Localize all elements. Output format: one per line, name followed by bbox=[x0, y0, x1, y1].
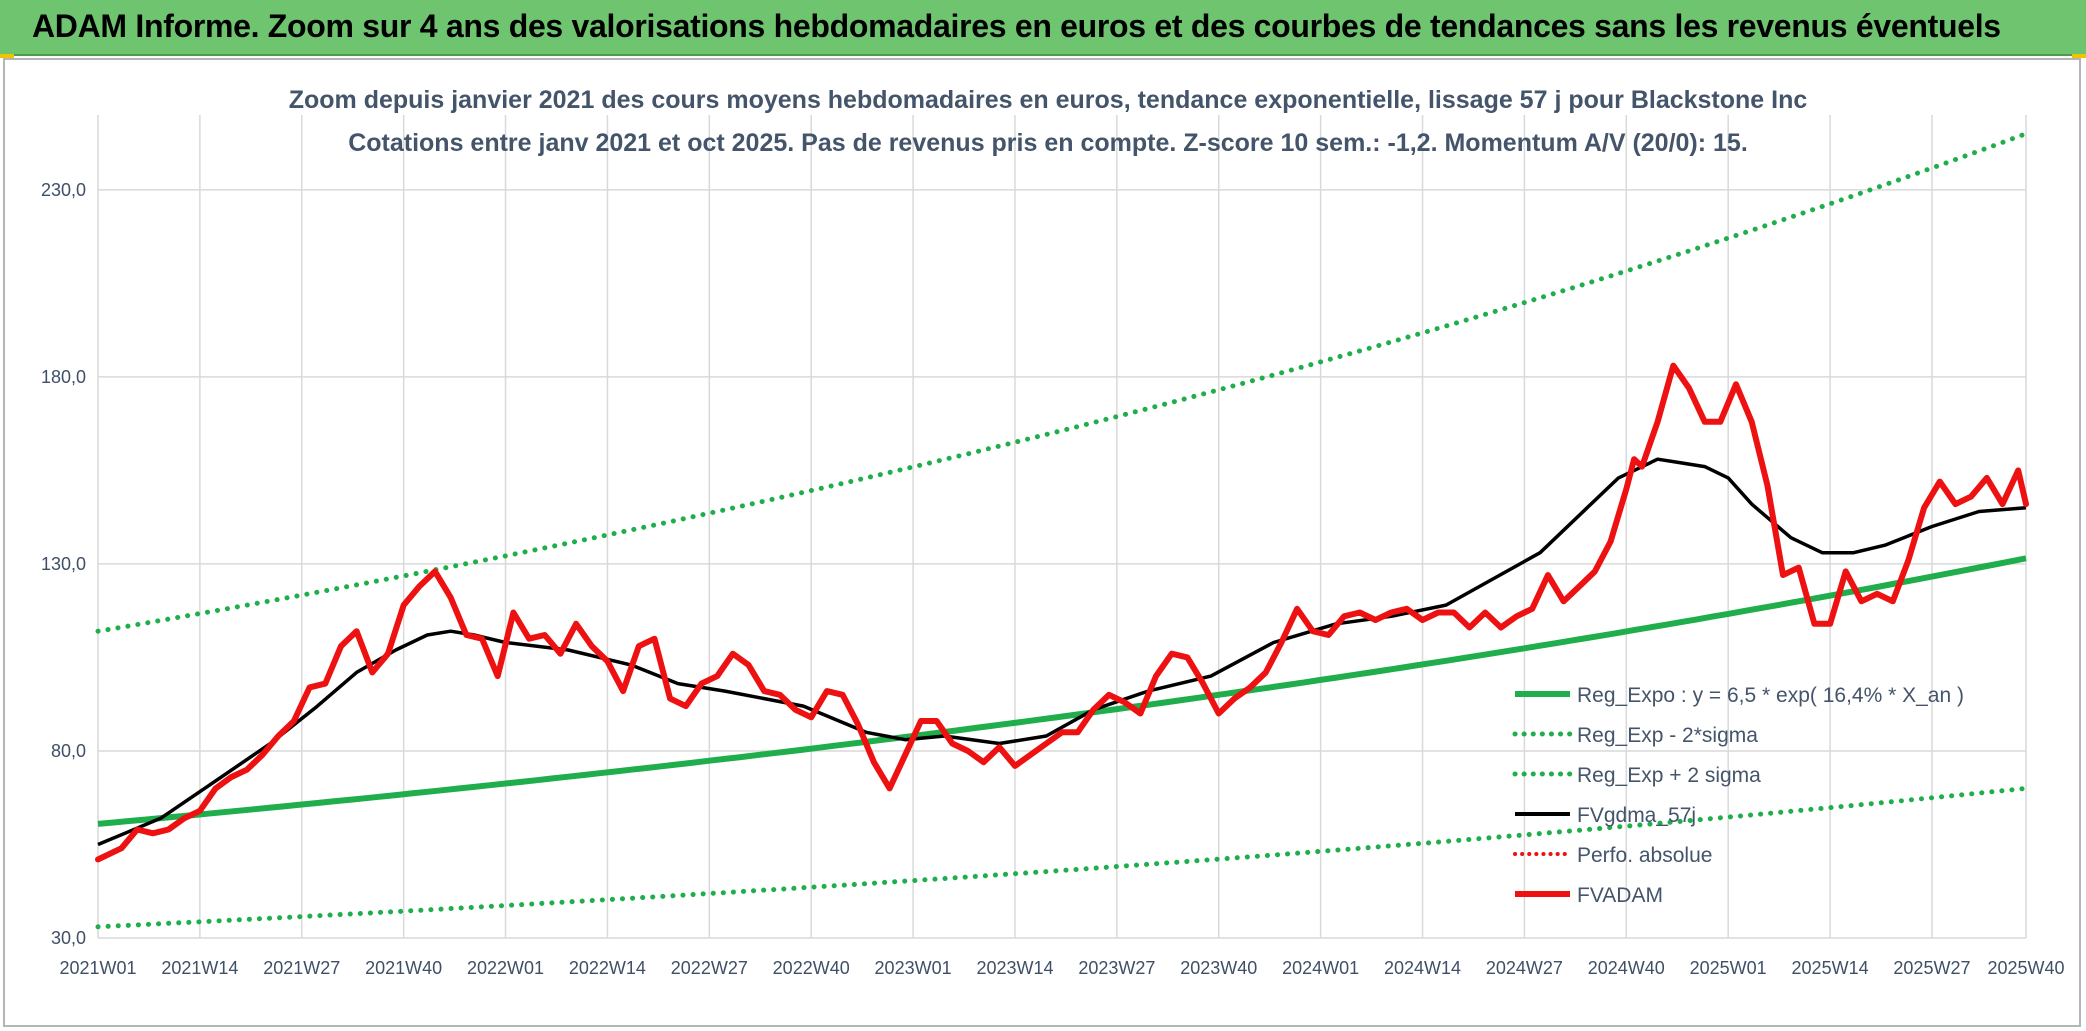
chart-title: Zoom depuis janvier 2021 des cours moyen… bbox=[289, 86, 1808, 114]
x-tick-label: 2025W14 bbox=[1792, 958, 1869, 978]
legend-label-fva: FVADAM bbox=[1577, 884, 1663, 907]
corner-accent-right bbox=[2072, 54, 2086, 58]
x-tick-label: 2024W01 bbox=[1282, 958, 1359, 978]
x-tick-label: 2021W14 bbox=[161, 958, 238, 978]
legend-label-low: Reg_Exp - 2*sigma bbox=[1577, 724, 1758, 747]
legend-label-perfo: Perfo. absolue bbox=[1577, 844, 1712, 867]
series-fvadam-line bbox=[95, 362, 2029, 863]
chart-subtitle: Cotations entre janv 2021 et oct 2025. P… bbox=[348, 129, 1748, 157]
x-tick-label: 2021W40 bbox=[365, 958, 442, 978]
x-tick-label: 2024W27 bbox=[1486, 958, 1563, 978]
header-banner: ADAM Informe. Zoom sur 4 ans des valoris… bbox=[0, 0, 2086, 56]
x-tick-label: 2023W40 bbox=[1180, 958, 1257, 978]
y-tick-label: 130,0 bbox=[41, 554, 86, 574]
legend-label-reg: Reg_Expo : y = 6,5 * exp( 16,4% * X_an ) bbox=[1577, 684, 1964, 707]
corner-accent-left bbox=[0, 54, 14, 58]
x-tick-label: 2022W01 bbox=[467, 958, 544, 978]
y-tick-label: 230,0 bbox=[41, 180, 86, 200]
x-tick-label: 2023W14 bbox=[976, 958, 1053, 978]
x-tick-label: 2025W27 bbox=[1893, 958, 1970, 978]
y-tick-label: 30,0 bbox=[51, 928, 86, 948]
y-tick-label: 80,0 bbox=[51, 741, 86, 761]
x-tick-label: 2024W40 bbox=[1588, 958, 1665, 978]
series-reg-exp-minus-2sigma-line bbox=[95, 785, 2029, 930]
page-title: ADAM Informe. Zoom sur 4 ans des valoris… bbox=[32, 8, 2001, 44]
chart-axes: 30,0 80,0 130,0 180,0 230,0 2021W01 2021W14 202… bbox=[41, 180, 2065, 978]
x-tick-label: 2023W27 bbox=[1078, 958, 1155, 978]
chart-grid bbox=[97, 115, 2027, 939]
x-tick-label: 2021W27 bbox=[263, 958, 340, 978]
series-reg-expo-line bbox=[97, 555, 2027, 827]
x-tick-label: 2025W40 bbox=[1987, 958, 2064, 978]
chart-frame bbox=[3, 58, 2081, 1027]
x-tick-label: 2022W40 bbox=[773, 958, 850, 978]
legend-label-high: Reg_Exp + 2 sigma bbox=[1577, 764, 1761, 787]
chart-legend: Reg_Expo : y = 6,5 * exp( 16,4% * X_an )… bbox=[1512, 684, 1964, 907]
legend-label-fvg: FVgdma_57j bbox=[1577, 804, 1696, 827]
x-tick-label: 2024W14 bbox=[1384, 958, 1461, 978]
x-tick-label: 2021W01 bbox=[59, 958, 136, 978]
y-tick-label: 180,0 bbox=[41, 367, 86, 387]
x-tick-label: 2023W01 bbox=[875, 958, 952, 978]
x-tick-label: 2025W01 bbox=[1690, 958, 1767, 978]
chart-series bbox=[95, 131, 2029, 930]
x-tick-label: 2022W14 bbox=[569, 958, 646, 978]
x-tick-label: 2022W27 bbox=[671, 958, 748, 978]
